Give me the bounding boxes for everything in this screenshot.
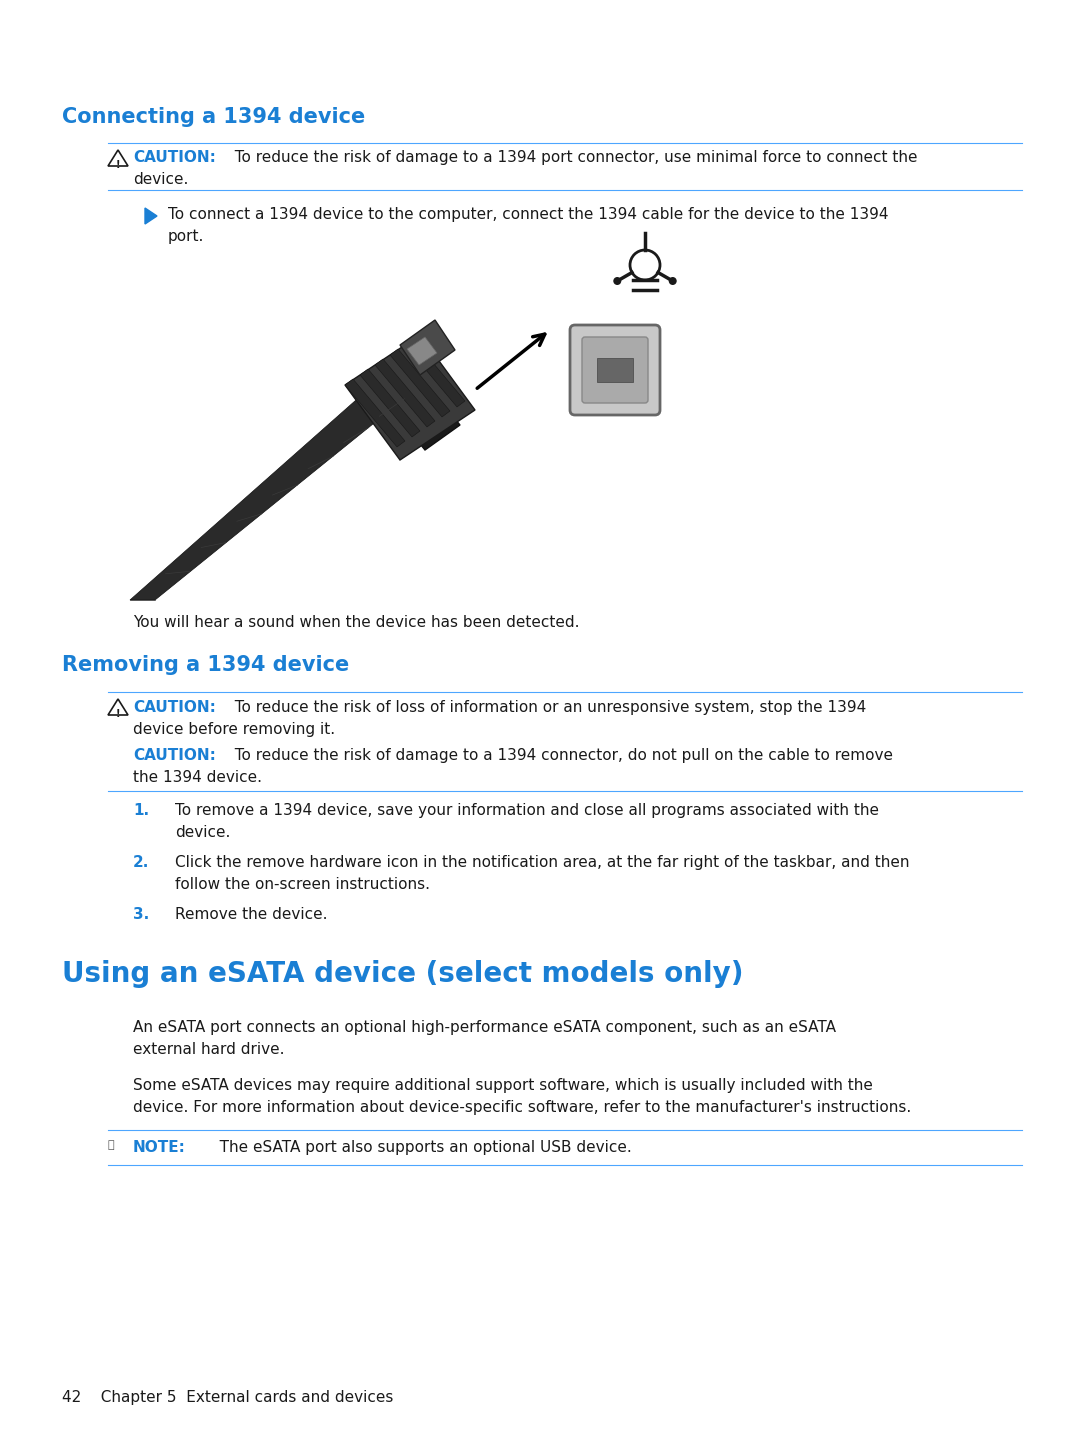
Text: You will hear a sound when the device has been detected.: You will hear a sound when the device ha… [133,615,580,629]
Text: !: ! [116,160,120,170]
Text: To reduce the risk of loss of information or an unresponsive system, stop the 13: To reduce the risk of loss of informatio… [225,700,866,716]
Circle shape [669,277,677,285]
Text: 1.: 1. [133,803,149,818]
Polygon shape [390,349,450,417]
Text: device.: device. [175,825,230,841]
Text: Remove the device.: Remove the device. [175,907,327,923]
Polygon shape [405,339,465,407]
Text: Click the remove hardware icon in the notification area, at the far right of the: Click the remove hardware icon in the no… [175,855,909,869]
Text: An eSATA port connects an optional high-performance eSATA component, such as an : An eSATA port connects an optional high-… [133,1020,836,1035]
Text: Some eSATA devices may require additional support software, which is usually inc: Some eSATA devices may require additiona… [133,1078,873,1094]
Text: !: ! [116,708,120,718]
FancyBboxPatch shape [582,338,648,402]
Text: To reduce the risk of damage to a 1394 connector, do not pull on the cable to re: To reduce the risk of damage to a 1394 c… [225,749,893,763]
Text: Using an eSATA device (select models only): Using an eSATA device (select models onl… [62,960,743,989]
Text: 3.: 3. [133,907,149,923]
Polygon shape [375,359,435,427]
Polygon shape [407,338,437,365]
Polygon shape [380,369,460,450]
Text: ㏑: ㏑ [108,1140,114,1150]
Text: CAUTION:: CAUTION: [133,149,216,165]
Polygon shape [400,320,455,375]
Text: NOTE:: NOTE: [133,1140,186,1155]
Circle shape [613,277,621,285]
FancyBboxPatch shape [597,358,633,382]
Text: To connect a 1394 device to the computer, connect the 1394 cable for the device : To connect a 1394 device to the computer… [168,207,889,221]
Polygon shape [345,379,405,447]
Text: Removing a 1394 device: Removing a 1394 device [62,655,349,675]
Text: follow the on-screen instructions.: follow the on-screen instructions. [175,877,430,892]
Text: port.: port. [168,228,204,244]
Text: Connecting a 1394 device: Connecting a 1394 device [62,106,365,126]
Text: To remove a 1394 device, save your information and close all programs associated: To remove a 1394 device, save your infor… [175,803,879,818]
Text: CAUTION:: CAUTION: [133,749,216,763]
Text: device. For more information about device-specific software, refer to the manufa: device. For more information about devic… [133,1099,912,1115]
FancyBboxPatch shape [570,325,660,415]
Text: device before removing it.: device before removing it. [133,721,335,737]
Text: CAUTION:: CAUTION: [133,700,216,716]
Polygon shape [145,208,157,224]
Text: 2.: 2. [133,855,149,869]
Text: device.: device. [133,172,188,187]
Polygon shape [345,335,475,460]
Polygon shape [130,369,415,601]
Polygon shape [360,369,420,437]
Text: the 1394 device.: the 1394 device. [133,770,262,785]
Text: 42    Chapter 5  External cards and devices: 42 Chapter 5 External cards and devices [62,1390,393,1405]
Text: external hard drive.: external hard drive. [133,1042,284,1058]
Text: The eSATA port also supports an optional USB device.: The eSATA port also supports an optional… [205,1140,632,1155]
Text: To reduce the risk of damage to a 1394 port connector, use minimal force to conn: To reduce the risk of damage to a 1394 p… [225,149,918,165]
